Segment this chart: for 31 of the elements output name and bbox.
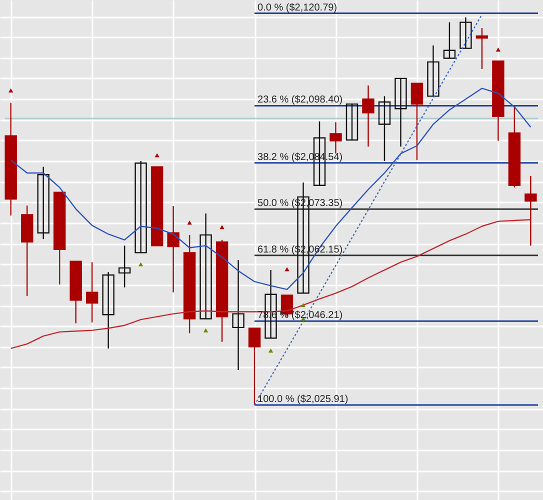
candlestick	[232, 260, 244, 371]
point	[300, 303, 306, 308]
candlestick	[167, 205, 180, 293]
candlestick	[362, 84, 374, 148]
point	[8, 88, 14, 92]
candlestick	[200, 212, 212, 320]
ref-line-label: 23.6 % ($2,098.40)	[258, 94, 343, 106]
point	[187, 220, 192, 225]
point	[496, 48, 501, 52]
candlestick	[86, 262, 98, 324]
candlestick	[102, 271, 114, 350]
candlestick	[346, 103, 358, 141]
candlestick	[443, 22, 456, 59]
candlestick	[394, 78, 407, 148]
point	[220, 225, 224, 230]
candlestick	[410, 82, 424, 161]
point	[138, 262, 144, 266]
candlestick	[330, 122, 342, 154]
point	[154, 153, 160, 158]
point	[268, 348, 274, 353]
candlestick	[378, 96, 391, 162]
ref-line-label: 0.0 % ($2,120.79)	[258, 2, 338, 14]
candlestick	[427, 44, 440, 97]
candlestick	[37, 166, 50, 240]
candlestick	[118, 245, 131, 288]
candlestick	[476, 27, 488, 70]
ref-line-label: 100.0 % ($2,025.91)	[258, 394, 348, 405]
candlestick	[524, 175, 537, 246]
candlestick	[134, 160, 147, 254]
point	[203, 328, 208, 332]
candlestick	[460, 16, 472, 49]
